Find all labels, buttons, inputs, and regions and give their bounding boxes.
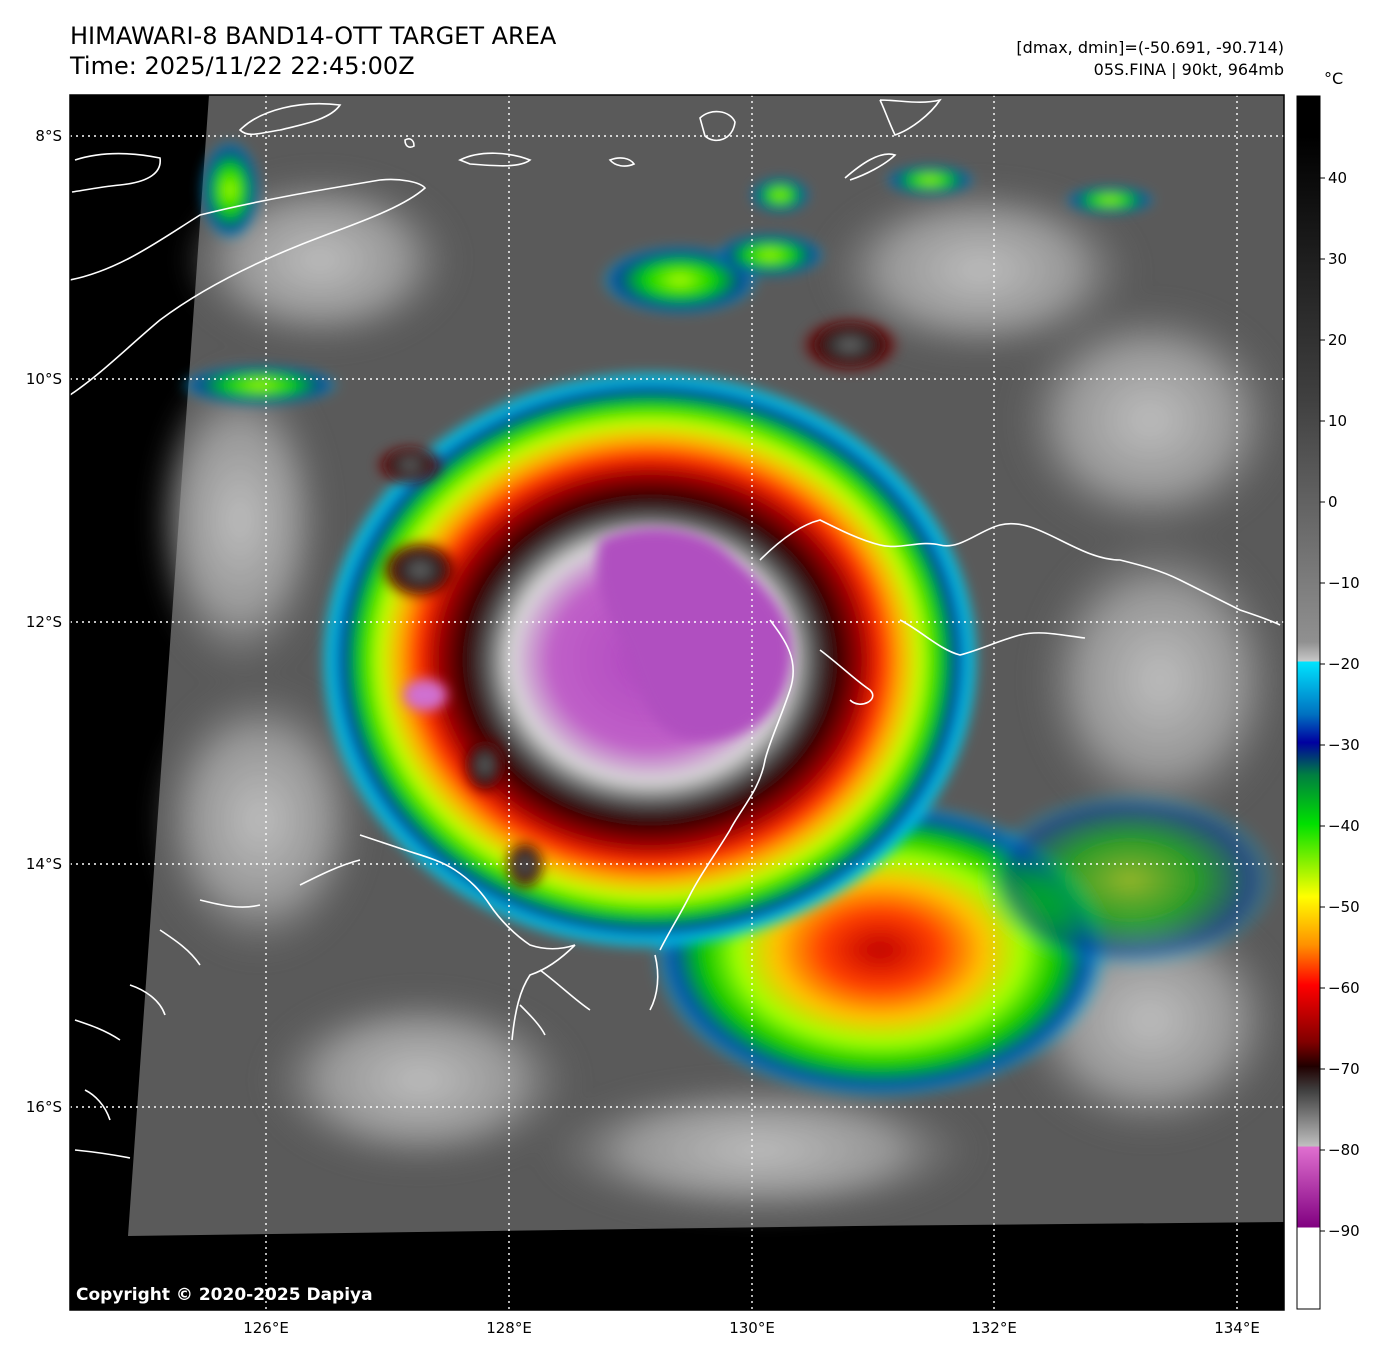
lon-label: 126°E (243, 1319, 289, 1337)
latitude-labels: 8°S 10°S 12°S 14°S 16°S (26, 127, 62, 1116)
colorbar-scale (1296, 95, 1321, 1310)
lon-label: 130°E (729, 1319, 775, 1337)
satellite-imagery (70, 95, 1284, 1236)
lat-label: 8°S (35, 127, 62, 145)
colorbar-tick-label: −90 (1328, 1222, 1360, 1240)
colorbar-tick-label: 0 (1328, 493, 1338, 511)
colorbar-tick-label: 30 (1328, 250, 1347, 268)
colorbar-tick-label: −10 (1328, 574, 1360, 592)
colorbar-tick-label: 20 (1328, 331, 1347, 349)
lat-label: 12°S (26, 613, 62, 631)
colorbar-unit: °C (1324, 69, 1343, 88)
lon-label: 134°E (1214, 1319, 1260, 1337)
lat-label: 10°S (26, 370, 62, 388)
colorbar-tick-label: 10 (1328, 412, 1347, 430)
colorbar-tick-label: −20 (1328, 655, 1360, 673)
colorbar-tick-label: 40 (1328, 169, 1347, 187)
colorbar-tick-label: −50 (1328, 898, 1360, 916)
lon-label: 128°E (486, 1319, 532, 1337)
colorbar: °C 40 30 20 10 0 −10 −20 −30 −40 −50 −60 −70 −80 −90 (1296, 69, 1360, 1310)
longitude-labels: 126°E 128°E 130°E 132°E 134°E (243, 1319, 1260, 1337)
copyright-notice: Copyright © 2020-2025 Dapiya (76, 1285, 373, 1305)
colorbar-tick-label: −70 (1328, 1060, 1360, 1078)
storm-info: 05S.FINA | 90kt, 964mb (1093, 60, 1284, 79)
lat-label: 16°S (26, 1098, 62, 1116)
lat-label: 14°S (26, 855, 62, 873)
data-range-readout: [dmax, dmin]=(-50.691, -90.714) (1016, 38, 1284, 57)
colorbar-tick-label: −80 (1328, 1141, 1360, 1159)
lon-label: 132°E (971, 1319, 1017, 1337)
coastlines (70, 98, 1281, 1159)
colorbar-tick-label: −30 (1328, 736, 1360, 754)
colorbar-tick-label: −60 (1328, 979, 1360, 997)
colorbar-tick-label: −40 (1328, 817, 1360, 835)
map-timestamp: Time: 2025/11/22 22:45:00Z (70, 52, 415, 80)
map-title: HIMAWARI-8 BAND14-OTT TARGET AREA (70, 22, 557, 50)
graticule (70, 95, 1284, 1310)
